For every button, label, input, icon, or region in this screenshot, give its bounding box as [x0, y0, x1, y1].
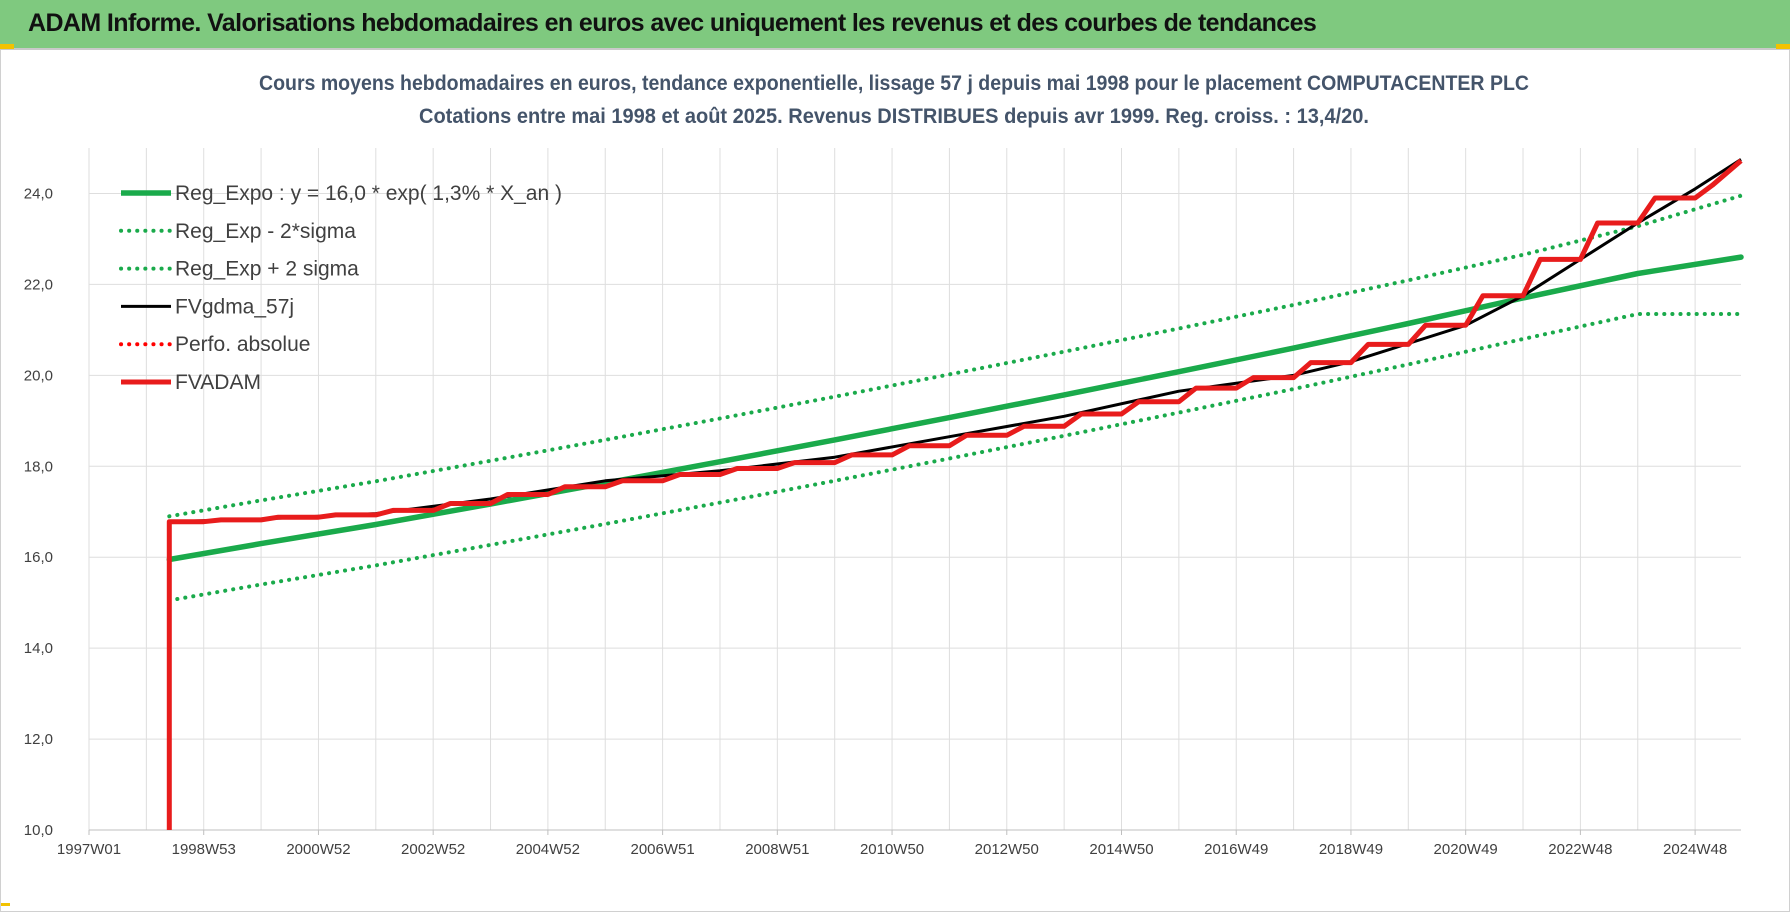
y-tick-label: 12,0 — [24, 731, 53, 748]
x-tick-label: 2002W52 — [401, 841, 465, 858]
report-banner: ADAM Informe. Valorisations hebdomadaire… — [0, 0, 1790, 50]
x-axis-ticks: 1997W01 1998W53 2000W52 2002W52 2004W52 2006W… — [57, 830, 1727, 858]
chart-title: Cours moyens hebdomadaires en euros, ten… — [259, 72, 1529, 95]
x-tick-label: 2006W51 — [631, 841, 695, 858]
series-layer — [166, 158, 1744, 830]
x-tick-label: 2024W48 — [1663, 841, 1727, 858]
x-tick-label: 2016W49 — [1204, 841, 1268, 858]
x-tick-label: 2014W50 — [1089, 841, 1153, 858]
x-tick-label: 2012W50 — [975, 841, 1039, 858]
x-tick-label: 2020W49 — [1434, 841, 1498, 858]
x-tick-label: 2022W48 — [1548, 841, 1612, 858]
x-tick-label: 2010W50 — [860, 841, 924, 858]
chart: Cours moyens hebdomadaires en euros, ten… — [24, 72, 1744, 858]
legend-label: FVgdma_57j — [175, 295, 294, 318]
x-tick-label: 2000W52 — [286, 841, 350, 858]
y-axis-ticks: 10,0 12,0 14,0 16,0 18,0 20,0 22,0 24,0 — [24, 185, 53, 839]
corner-marker-bottom-left — [0, 903, 10, 906]
x-tick-label: 2004W52 — [516, 841, 580, 858]
legend-label: FVADAM — [175, 371, 261, 394]
y-tick-label: 24,0 — [24, 185, 53, 202]
chart-frame: Cours moyens hebdomadaires en euros, ten… — [0, 50, 1790, 912]
corner-marker-left — [0, 44, 14, 49]
legend: Reg_Expo : y = 16,0 * exp( 1,3% * X_an )… — [119, 182, 562, 394]
legend-label: Perfo. absolue — [175, 333, 310, 356]
series-line-fvadam — [166, 158, 1743, 830]
y-tick-label: 20,0 — [24, 367, 53, 384]
legend-label: Reg_Expo : y = 16,0 * exp( 1,3% * X_an ) — [175, 182, 562, 205]
x-tick-label: 1998W53 — [172, 841, 236, 858]
series-line-reg-exp-2-sigma — [167, 312, 1743, 603]
report-title: ADAM Informe. Valorisations hebdomadaire… — [28, 9, 1317, 37]
x-tick-label: 1997W01 — [57, 841, 121, 858]
chart-subtitle: Cotations entre mai 1998 et août 2025. R… — [419, 105, 1369, 128]
y-tick-label: 16,0 — [24, 549, 53, 566]
y-tick-label: 14,0 — [24, 640, 53, 657]
legend-label: Reg_Exp - 2*sigma — [175, 220, 356, 243]
y-tick-label: 10,0 — [24, 822, 53, 839]
x-tick-label: 2018W49 — [1319, 841, 1383, 858]
corner-marker-right — [1776, 44, 1790, 49]
series-line-reg-expo-y-16-0-exp-1-3-x-an — [166, 254, 1744, 563]
y-tick-label: 22,0 — [24, 276, 53, 293]
y-tick-label: 18,0 — [24, 458, 53, 475]
legend-label: Reg_Exp + 2 sigma — [175, 258, 359, 281]
series-line-reg-exp-2-sigma — [167, 193, 1743, 519]
x-tick-label: 2008W51 — [745, 841, 809, 858]
